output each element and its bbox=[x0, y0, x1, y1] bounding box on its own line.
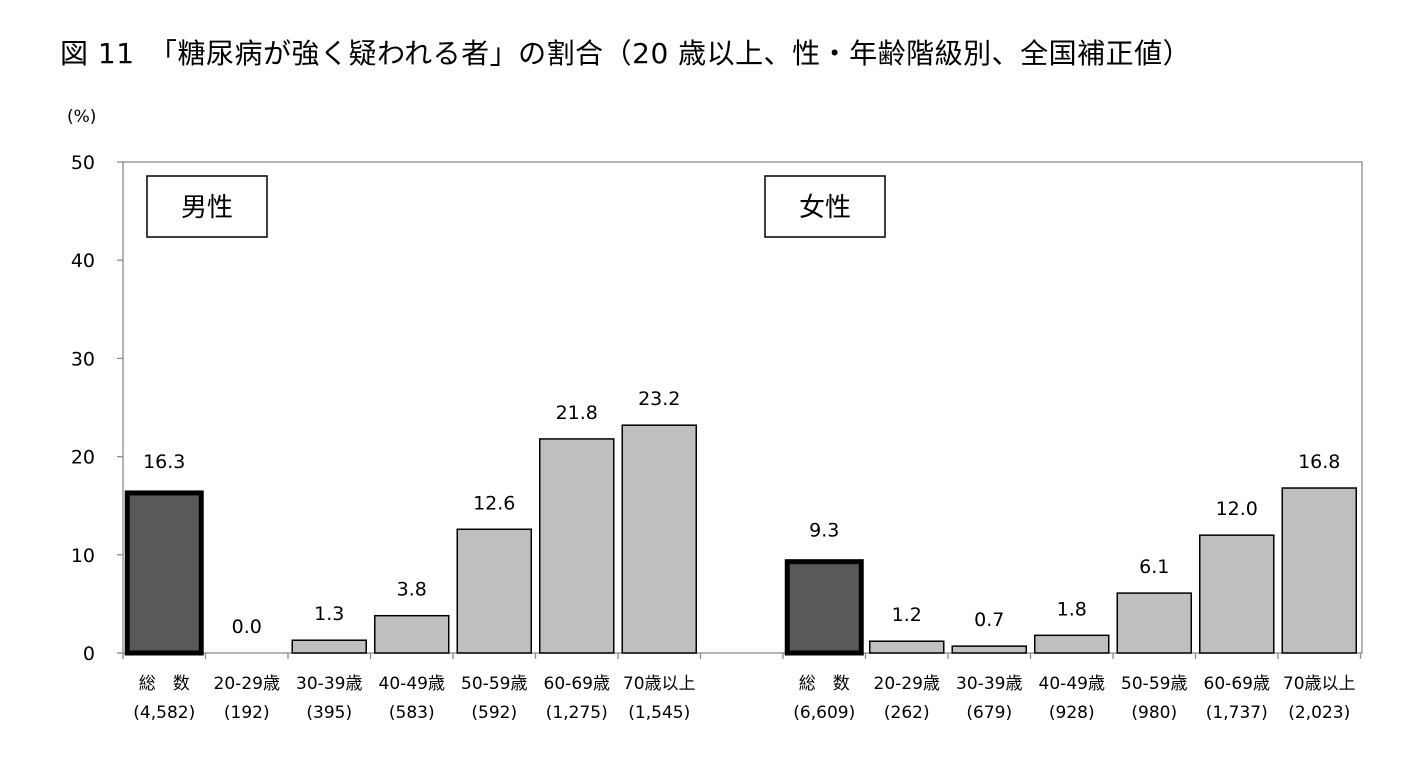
sample-count-label: (980) bbox=[1131, 703, 1177, 723]
data-label: 21.8 bbox=[556, 402, 598, 424]
category-label: 20-29歳 bbox=[214, 674, 280, 694]
panel-label: 男性 bbox=[181, 193, 233, 223]
bar-total bbox=[124, 490, 204, 656]
category-label: 30-39歳 bbox=[956, 674, 1022, 694]
chart-title: 図 11 「糖尿病が強く疑われる者」の割合（20 歳以上、性・年齢階級別、全国補… bbox=[60, 37, 1192, 70]
sample-count-label: (262) bbox=[884, 703, 930, 723]
sample-count-label: (592) bbox=[471, 703, 517, 723]
data-label: 1.8 bbox=[1057, 598, 1087, 620]
category-label: 50-59歳 bbox=[461, 674, 527, 694]
category-label: 70歳以上 bbox=[623, 674, 696, 694]
bar bbox=[539, 438, 615, 654]
sample-count-label: (4,582) bbox=[133, 703, 195, 723]
category-label: 総 数 bbox=[139, 674, 190, 694]
category-label: 40-49歳 bbox=[1039, 674, 1105, 694]
bar bbox=[869, 640, 945, 654]
data-label: 9.3 bbox=[809, 520, 839, 542]
sample-count-label: (928) bbox=[1049, 703, 1095, 723]
data-label: 1.3 bbox=[314, 603, 344, 625]
category-label: 60-69歳 bbox=[544, 674, 610, 694]
bar bbox=[291, 639, 367, 654]
data-label: 3.8 bbox=[397, 579, 427, 601]
y-tick-label: 50 bbox=[71, 152, 95, 174]
bar bbox=[456, 528, 532, 654]
data-label: 0.0 bbox=[232, 616, 262, 638]
category-label: 30-39歳 bbox=[296, 674, 362, 694]
category-label: 70歳以上 bbox=[1283, 674, 1356, 694]
category-label: 50-59歳 bbox=[1121, 674, 1187, 694]
sample-count-label: (2,023) bbox=[1288, 703, 1350, 723]
bar bbox=[1034, 634, 1110, 654]
y-tick-label: 10 bbox=[71, 545, 95, 567]
data-label: 23.2 bbox=[638, 388, 680, 410]
y-tick-label: 20 bbox=[71, 447, 95, 469]
y-tick-label: 40 bbox=[71, 250, 95, 272]
sample-count-label: (1,275) bbox=[546, 703, 608, 723]
panel-label-box bbox=[146, 175, 268, 238]
bar bbox=[951, 645, 1027, 654]
sample-count-label: (1,545) bbox=[628, 703, 690, 723]
category-label: 総 数 bbox=[799, 674, 850, 694]
plot-frame bbox=[122, 161, 1363, 654]
bar bbox=[374, 614, 450, 654]
y-axis-unit-label: (%) bbox=[67, 107, 96, 127]
sample-count-label: (583) bbox=[389, 703, 435, 723]
bar bbox=[1199, 534, 1275, 654]
sample-count-label: (1,737) bbox=[1206, 703, 1268, 723]
data-label: 1.2 bbox=[892, 604, 922, 626]
data-label: 6.1 bbox=[1139, 556, 1169, 578]
data-label: 16.8 bbox=[1298, 451, 1340, 473]
bar-total bbox=[784, 559, 864, 656]
data-label: 12.6 bbox=[473, 492, 515, 514]
category-label: 20-29歳 bbox=[874, 674, 940, 694]
sample-count-label: (395) bbox=[306, 703, 352, 723]
data-label: 0.7 bbox=[974, 609, 1004, 631]
bar bbox=[1281, 487, 1357, 654]
bar bbox=[1116, 592, 1192, 654]
data-label: 12.0 bbox=[1216, 498, 1258, 520]
y-tick-label: 30 bbox=[71, 348, 95, 370]
y-tick-label: 0 bbox=[83, 643, 95, 665]
sample-count-label: (679) bbox=[966, 703, 1012, 723]
sample-count-label: (6,609) bbox=[793, 703, 855, 723]
panel-label-box bbox=[764, 175, 886, 238]
category-label: 60-69歳 bbox=[1204, 674, 1270, 694]
bar bbox=[621, 424, 697, 654]
panel-label: 女性 bbox=[799, 193, 851, 223]
sample-count-label: (192) bbox=[224, 703, 270, 723]
data-label: 16.3 bbox=[143, 451, 185, 473]
category-label: 40-49歳 bbox=[379, 674, 445, 694]
